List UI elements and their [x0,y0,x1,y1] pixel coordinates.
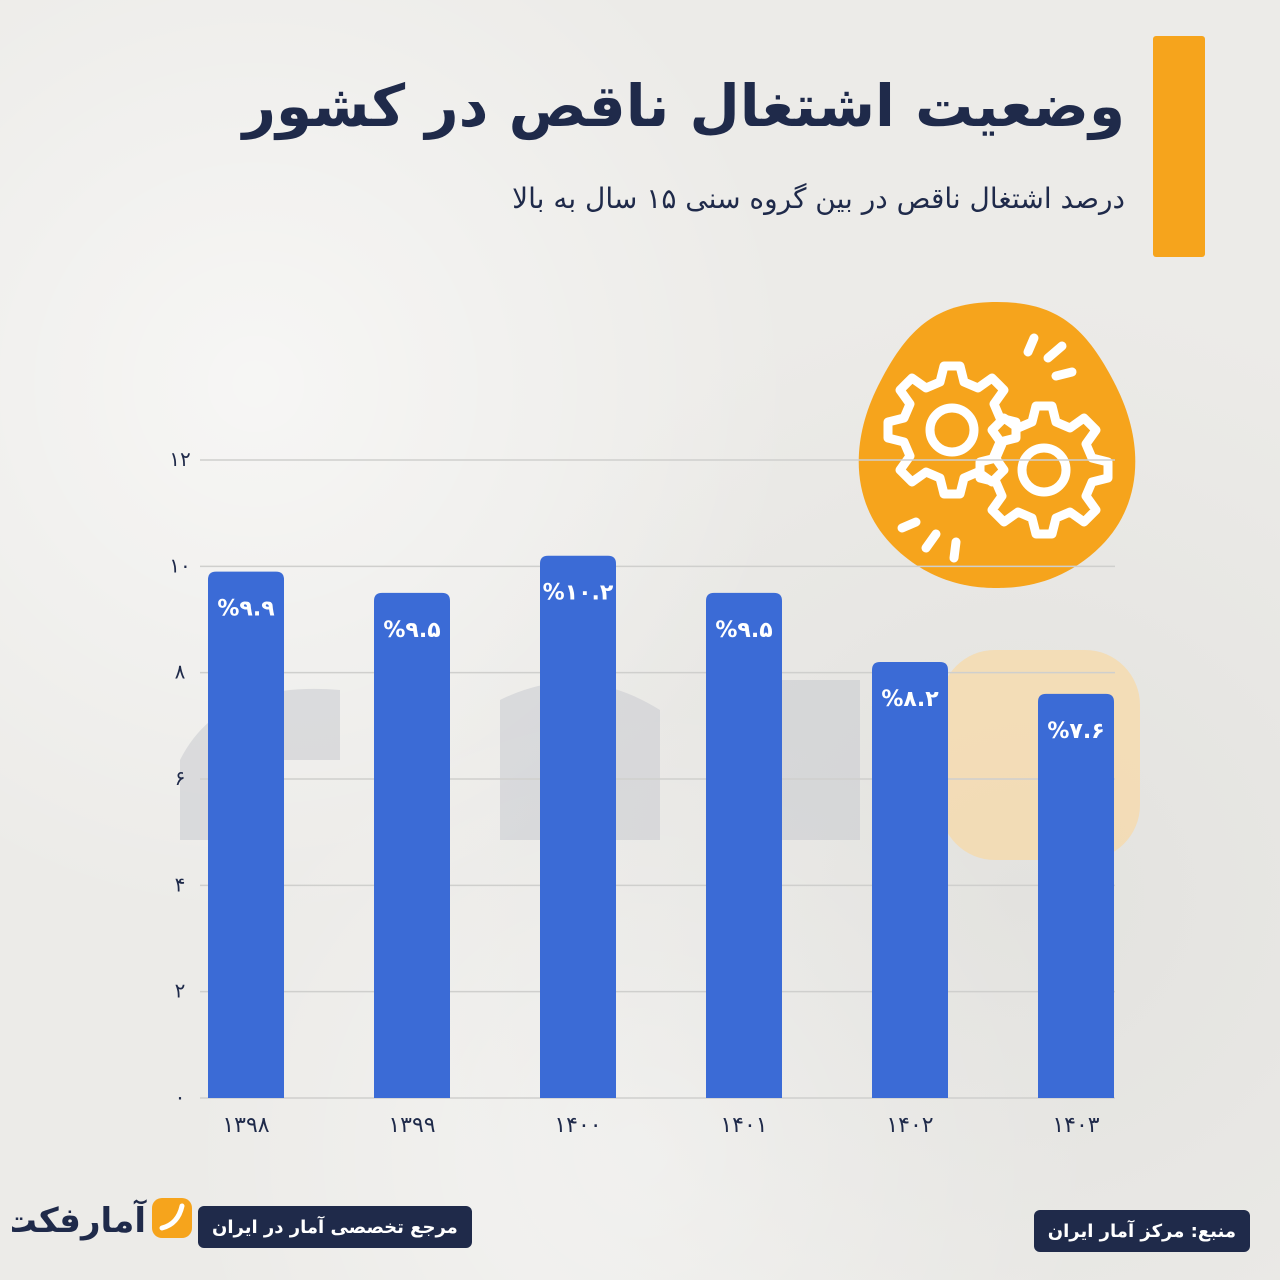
bar [208,571,284,1098]
x-tick-label: ۱۴۰۲ [886,1113,933,1138]
brand-name: آمارفکت [12,1199,147,1241]
y-tick-label: ۰ [175,1085,186,1109]
bar [374,592,450,1098]
page-title: وضعیت اشتغال ناقص در کشور [242,72,1125,140]
x-tick-label: ۱۳۹۹ [388,1113,435,1138]
amarfact-logo-icon [152,1198,192,1238]
brand-tagline: مرجع تخصصی آمار در ایران [198,1206,472,1248]
y-tick-label: ۲ [175,979,186,1003]
bar [540,555,616,1098]
page-subtitle: درصد اشتغال ناقص در بین گروه سنی ۱۵ سال … [512,182,1125,215]
x-tick-label: ۱۴۰۱ [720,1113,767,1138]
x-tick-label: ۱۴۰۳ [1052,1113,1099,1138]
bar-value-label: %۷.۶ [1047,719,1104,744]
gears-icon [883,333,1113,563]
bar-value-label: %۹.۵ [715,618,772,643]
bar-value-label: %۸.۲ [881,687,939,712]
gears-badge [858,302,1136,588]
y-tick-label: ۱۰ [169,553,190,577]
bar [872,662,948,1098]
y-tick-label: ۴ [175,872,186,896]
y-tick-label: ۸ [175,660,186,684]
bar [1038,693,1114,1098]
watermark-gray-shape [180,680,860,840]
brand-logo: آمارفکت [12,1198,192,1241]
y-tick-label: ۶ [175,766,186,790]
bar-value-label: %۹.۵ [383,618,440,643]
y-tick-label: ۱۲ [169,447,190,471]
x-tick-label: ۱۴۰۰ [554,1113,601,1138]
bar-value-label: %۱۰.۲ [543,581,614,606]
bar [706,592,782,1098]
bar-value-label: %۹.۹ [217,597,274,622]
x-tick-label: ۱۳۹۸ [222,1113,269,1138]
source-label: منبع: مرکز آمار ایران [1033,1210,1250,1252]
accent-bar [1153,36,1205,257]
